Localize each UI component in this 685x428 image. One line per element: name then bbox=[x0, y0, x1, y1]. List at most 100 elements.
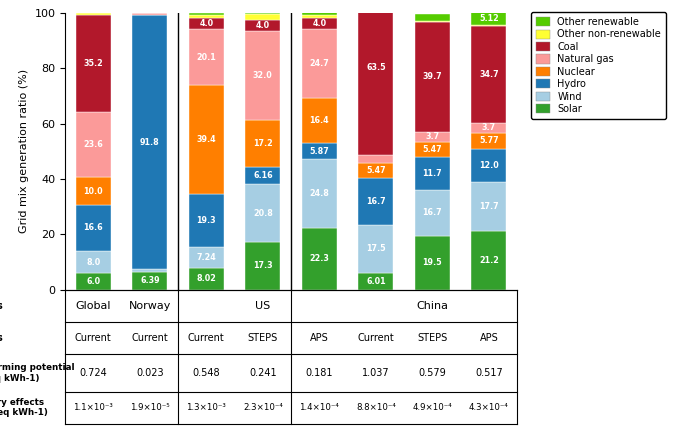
Text: Global warming potential
(kg CO₂ eq kWh-1): Global warming potential (kg CO₂ eq kWh-… bbox=[0, 363, 75, 383]
Bar bbox=[358, 178, 393, 225]
Bar bbox=[245, 31, 280, 119]
Text: STEPS: STEPS bbox=[248, 333, 278, 343]
Bar bbox=[245, 13, 280, 14]
Text: 63.5: 63.5 bbox=[366, 62, 386, 71]
Bar bbox=[76, 177, 111, 205]
Bar bbox=[415, 190, 450, 236]
Bar bbox=[189, 13, 224, 15]
Text: 24.7: 24.7 bbox=[310, 59, 329, 68]
Bar bbox=[302, 228, 337, 290]
Text: STEPS: STEPS bbox=[417, 333, 447, 343]
Bar bbox=[189, 194, 224, 247]
Bar bbox=[189, 29, 224, 85]
Bar bbox=[302, 10, 337, 15]
Text: Respiratory effects
(kg PM₂.₅ eq kWh-1): Respiratory effects (kg PM₂.₅ eq kWh-1) bbox=[0, 398, 48, 417]
Bar bbox=[358, 273, 393, 290]
Text: 0.181: 0.181 bbox=[306, 368, 333, 378]
Text: China: China bbox=[416, 301, 449, 311]
Text: 39.7: 39.7 bbox=[423, 72, 443, 81]
Text: 7.24: 7.24 bbox=[197, 253, 216, 262]
Text: 6.01: 6.01 bbox=[366, 277, 386, 286]
Text: 19.3: 19.3 bbox=[197, 216, 216, 225]
Text: 1.3×10⁻³: 1.3×10⁻³ bbox=[186, 403, 226, 412]
Bar bbox=[302, 98, 337, 143]
Text: 11.7: 11.7 bbox=[423, 169, 443, 178]
Bar bbox=[132, 13, 167, 15]
Bar bbox=[471, 11, 506, 25]
Bar bbox=[245, 167, 280, 184]
Text: 0.517: 0.517 bbox=[475, 368, 503, 378]
Text: Current: Current bbox=[132, 333, 169, 343]
Text: 17.7: 17.7 bbox=[479, 202, 499, 211]
Bar bbox=[245, 20, 280, 31]
Text: 8.02: 8.02 bbox=[197, 274, 216, 283]
Bar bbox=[471, 149, 506, 182]
Bar bbox=[189, 18, 224, 29]
Text: APS: APS bbox=[310, 333, 329, 343]
Text: 22.3: 22.3 bbox=[310, 254, 329, 263]
Text: Current: Current bbox=[358, 333, 395, 343]
Text: 3.7: 3.7 bbox=[425, 132, 440, 141]
Bar bbox=[471, 182, 506, 231]
Text: 16.6: 16.6 bbox=[84, 223, 103, 232]
Bar bbox=[189, 268, 224, 290]
Text: 17.3: 17.3 bbox=[253, 261, 273, 270]
Text: 19.5: 19.5 bbox=[423, 258, 443, 267]
Bar bbox=[415, 157, 450, 190]
Bar bbox=[189, 15, 224, 18]
Text: 5.12: 5.12 bbox=[479, 14, 499, 23]
Text: Scenarios: Scenarios bbox=[0, 333, 3, 343]
Bar bbox=[76, 13, 111, 15]
Text: 12.0: 12.0 bbox=[479, 161, 499, 170]
Text: Current: Current bbox=[75, 333, 112, 343]
Text: 17.5: 17.5 bbox=[366, 244, 386, 253]
Text: APS: APS bbox=[479, 333, 498, 343]
Text: 4.0: 4.0 bbox=[312, 19, 327, 28]
Text: 23.6: 23.6 bbox=[84, 140, 103, 149]
Text: Current: Current bbox=[188, 333, 225, 343]
Text: 0.548: 0.548 bbox=[192, 368, 220, 378]
Bar bbox=[132, 269, 167, 272]
Text: 24.8: 24.8 bbox=[310, 189, 329, 198]
Text: 16.4: 16.4 bbox=[310, 116, 329, 125]
Text: 34.7: 34.7 bbox=[479, 70, 499, 79]
Bar bbox=[76, 205, 111, 251]
Text: 1.1×10⁻³: 1.1×10⁻³ bbox=[73, 403, 113, 412]
Text: 10.0: 10.0 bbox=[84, 187, 103, 196]
Bar bbox=[132, 272, 167, 290]
Text: 5.87: 5.87 bbox=[310, 147, 329, 156]
Bar bbox=[76, 15, 111, 112]
Text: 5.77: 5.77 bbox=[479, 136, 499, 146]
Text: 6.0: 6.0 bbox=[86, 277, 101, 286]
Bar bbox=[471, 122, 506, 133]
Bar bbox=[358, 155, 393, 163]
Bar bbox=[471, 27, 506, 122]
Text: 8.8×10⁻⁴: 8.8×10⁻⁴ bbox=[356, 403, 396, 412]
Text: 39.4: 39.4 bbox=[197, 135, 216, 144]
Text: 20.1: 20.1 bbox=[197, 53, 216, 62]
Text: 4.0: 4.0 bbox=[199, 19, 214, 28]
Bar bbox=[76, 251, 111, 273]
Bar bbox=[415, 142, 450, 157]
Text: 0.579: 0.579 bbox=[419, 368, 447, 378]
Text: 16.7: 16.7 bbox=[423, 208, 443, 217]
Bar bbox=[415, 132, 450, 142]
Bar bbox=[415, 22, 450, 132]
Text: 6.39: 6.39 bbox=[140, 276, 160, 285]
Y-axis label: Grid mix generation ratio (%): Grid mix generation ratio (%) bbox=[18, 69, 29, 233]
Text: 1.9×10⁻⁵: 1.9×10⁻⁵ bbox=[130, 403, 170, 412]
Bar bbox=[245, 14, 280, 20]
Text: 17.2: 17.2 bbox=[253, 139, 273, 148]
Bar bbox=[76, 273, 111, 290]
Bar bbox=[189, 247, 224, 268]
Bar bbox=[415, 14, 450, 21]
Text: 0.023: 0.023 bbox=[136, 368, 164, 378]
Text: Norway: Norway bbox=[129, 301, 171, 311]
Text: Scenarios: Scenarios bbox=[0, 301, 3, 311]
Bar bbox=[76, 112, 111, 177]
Text: 21.2: 21.2 bbox=[479, 256, 499, 265]
Bar bbox=[358, 163, 393, 178]
Bar bbox=[358, 225, 393, 273]
Text: 0.724: 0.724 bbox=[79, 368, 108, 378]
Bar bbox=[415, 21, 450, 22]
